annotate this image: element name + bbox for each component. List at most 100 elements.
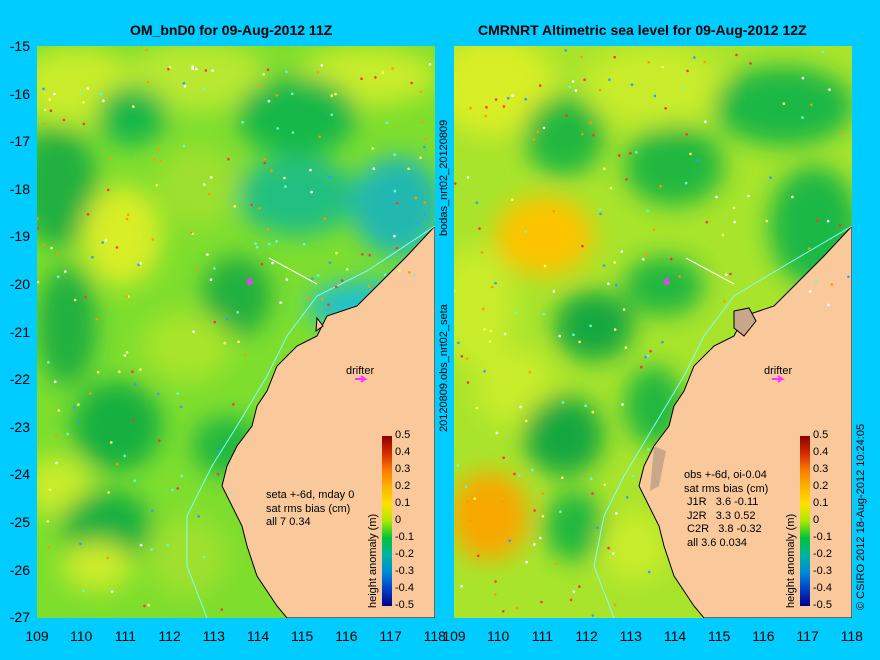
observation-dot xyxy=(581,244,584,248)
observation-dot xyxy=(309,168,312,172)
left-stats-text: seta +-6d, mday 0 sat rms bias (cm) all … xyxy=(266,489,355,528)
observation-dot xyxy=(345,267,349,271)
observation-dot xyxy=(110,441,113,444)
observation-dot xyxy=(63,270,67,273)
observation-dot xyxy=(552,290,556,293)
observation-dot xyxy=(202,555,206,559)
observation-dot xyxy=(167,67,170,71)
observation-dot xyxy=(539,536,542,540)
observation-dot xyxy=(507,96,510,100)
observation-dot xyxy=(126,213,130,217)
colorbar-tick-label: -0.1 xyxy=(813,531,832,543)
lat-tick-label: -21 xyxy=(9,323,30,340)
observation-dot xyxy=(476,554,480,558)
lon-tick-label: 117 xyxy=(796,628,819,644)
observation-dot xyxy=(653,94,657,98)
observation-dot xyxy=(612,552,615,555)
observation-dot xyxy=(53,92,56,96)
observation-dot xyxy=(524,97,527,101)
observation-dot xyxy=(223,341,227,345)
observation-dot xyxy=(334,92,337,96)
observation-dot xyxy=(77,420,80,424)
observation-dot xyxy=(659,184,662,188)
observation-dot xyxy=(115,246,119,249)
observation-dot xyxy=(42,243,45,247)
right-colorbar xyxy=(800,436,810,606)
observation-dot xyxy=(151,509,154,512)
observation-dot xyxy=(82,589,85,593)
observation-dot xyxy=(500,500,504,503)
left-map-panel xyxy=(37,46,435,618)
transect-line xyxy=(268,257,318,285)
observation-dot xyxy=(494,580,497,583)
observation-dot xyxy=(383,273,387,277)
observation-dot xyxy=(457,341,460,345)
lon-tick-label: 118 xyxy=(840,628,863,644)
observation-dot xyxy=(525,560,528,564)
observation-dot xyxy=(533,543,536,546)
colorbar-tick-label: 0.1 xyxy=(395,497,411,509)
observation-dot xyxy=(647,61,651,64)
observation-dot xyxy=(89,392,92,395)
observation-dot xyxy=(125,295,129,299)
observation-dot xyxy=(421,120,424,124)
observation-dot xyxy=(132,419,135,422)
observation-dot xyxy=(669,257,673,261)
observation-dot xyxy=(571,80,575,83)
observation-dot xyxy=(42,87,45,91)
observation-dot xyxy=(176,392,180,395)
observation-dot xyxy=(110,590,114,593)
observation-dot xyxy=(374,76,377,79)
lon-tick-label: 111 xyxy=(531,628,554,644)
observation-dot xyxy=(540,600,543,604)
observation-dot xyxy=(101,241,104,244)
observation-dot xyxy=(151,238,155,241)
observation-dot xyxy=(681,87,685,90)
observation-dot xyxy=(310,277,314,280)
observation-dot xyxy=(508,539,511,542)
observation-dot xyxy=(454,289,456,293)
drifter-track-marker xyxy=(246,277,254,286)
observation-dot xyxy=(208,192,211,196)
observation-dot xyxy=(578,340,581,344)
observation-dot xyxy=(517,474,521,477)
observation-dot xyxy=(266,68,270,71)
observation-dot xyxy=(590,477,593,481)
observation-dot xyxy=(645,254,648,257)
observation-dot xyxy=(469,519,472,522)
colorbar-tick-label: 0.5 xyxy=(813,429,829,441)
observation-dot xyxy=(381,71,385,74)
observation-dot xyxy=(552,209,555,213)
observation-dot xyxy=(202,87,206,91)
observation-dot xyxy=(213,267,216,270)
observation-dot xyxy=(285,70,288,74)
observation-dot xyxy=(262,73,265,76)
observation-dot xyxy=(393,189,397,193)
observation-dot xyxy=(413,273,417,277)
observation-dot xyxy=(603,483,607,487)
observation-dot xyxy=(328,175,332,179)
observation-dot xyxy=(559,510,562,513)
observation-dot xyxy=(464,485,468,489)
observation-dot xyxy=(531,468,534,472)
observation-dot xyxy=(613,328,617,331)
observation-dot xyxy=(847,275,850,279)
observation-dot xyxy=(328,261,332,264)
observation-dot xyxy=(143,604,146,608)
observation-dot xyxy=(465,357,469,360)
observation-dot xyxy=(513,472,516,476)
observation-dot xyxy=(146,80,150,84)
island xyxy=(315,316,324,333)
observation-dot xyxy=(580,55,583,59)
observation-dot xyxy=(335,251,338,255)
observation-dot xyxy=(368,253,372,257)
lat-tick-label: -19 xyxy=(9,228,30,245)
observation-dot xyxy=(407,167,410,171)
observation-dot xyxy=(466,176,470,179)
observation-dot xyxy=(661,340,664,344)
left-map-svg xyxy=(37,46,435,618)
observation-dot xyxy=(323,217,327,220)
observation-dot xyxy=(263,161,267,165)
observation-dot xyxy=(574,89,578,92)
observation-dot xyxy=(485,106,488,109)
